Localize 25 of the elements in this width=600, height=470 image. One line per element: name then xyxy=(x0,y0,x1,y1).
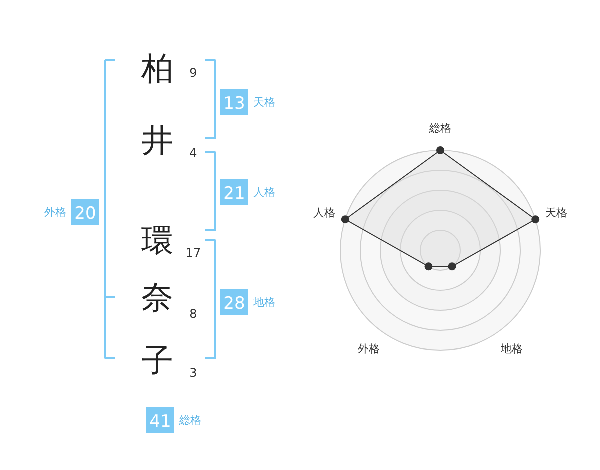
text: 21 xyxy=(224,184,246,204)
spoke-label: 外格 xyxy=(358,342,380,356)
category-label: 奈 xyxy=(142,278,174,316)
text: 4 xyxy=(190,146,198,160)
text: 外格 xyxy=(44,206,66,219)
spoke-label: 総格 xyxy=(428,122,452,135)
category-label: 子 xyxy=(142,342,174,380)
text: 総格 xyxy=(178,414,202,427)
text: 41 xyxy=(150,412,172,432)
category-label: 柏 xyxy=(140,50,174,88)
text: 28 xyxy=(224,294,246,314)
text: 17 xyxy=(186,246,202,260)
text: 20 xyxy=(74,204,96,224)
text: 人格 xyxy=(254,186,276,199)
spoke-label: 地格 xyxy=(500,342,524,356)
text: 3 xyxy=(190,366,198,380)
spoke-label: 天格 xyxy=(546,206,568,220)
text: 地格 xyxy=(252,296,276,309)
category-label: 井 xyxy=(142,122,174,160)
text: 13 xyxy=(224,94,246,114)
text: 8 xyxy=(190,307,198,321)
text: 9 xyxy=(190,66,198,80)
text: 天格 xyxy=(254,96,276,109)
category-label: 環 xyxy=(142,222,174,260)
spoke-label: 人格 xyxy=(313,206,336,220)
